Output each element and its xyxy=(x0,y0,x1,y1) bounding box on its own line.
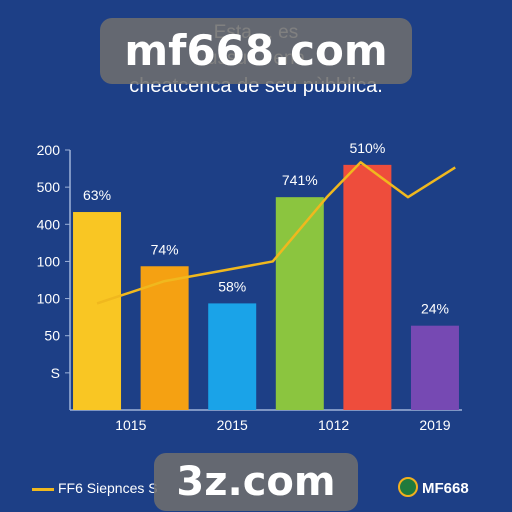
x-tick-label: 1012 xyxy=(318,417,349,433)
x-tick-label: 2019 xyxy=(419,417,450,433)
y-tick-label: 400 xyxy=(37,216,61,232)
bar-data-label: 58% xyxy=(218,278,246,294)
bar-data-label: 74% xyxy=(151,241,179,257)
brand-logo-icon xyxy=(398,477,418,497)
y-tick-label: 100 xyxy=(37,291,61,307)
x-tick-label: 2015 xyxy=(217,417,248,433)
x-tick-label: 1015 xyxy=(115,417,146,433)
y-tick-label: 500 xyxy=(37,179,61,195)
bar xyxy=(140,266,189,410)
y-tick-label: S xyxy=(51,365,60,381)
bar xyxy=(208,303,257,410)
bar-data-label: 63% xyxy=(83,187,111,203)
watermark-bottom: 3z.com xyxy=(154,453,358,511)
brand-name: MF668 xyxy=(422,480,469,497)
bar xyxy=(410,325,459,410)
trend-line xyxy=(96,161,456,305)
watermark-top: mf668.com xyxy=(100,18,412,84)
legend-label: FF6 Siepnces S xyxy=(58,480,158,496)
bar xyxy=(73,212,122,410)
y-tick-label: 100 xyxy=(37,253,61,269)
legend-line-swatch xyxy=(32,488,54,491)
bar-data-label: 24% xyxy=(421,301,449,317)
bar-data-label: 741% xyxy=(282,172,318,188)
bar xyxy=(275,197,324,410)
bar xyxy=(343,164,392,410)
y-tick-label: 50 xyxy=(44,328,60,344)
y-tick-label: 200 xyxy=(37,142,61,158)
bar-data-label: 510% xyxy=(349,140,385,156)
